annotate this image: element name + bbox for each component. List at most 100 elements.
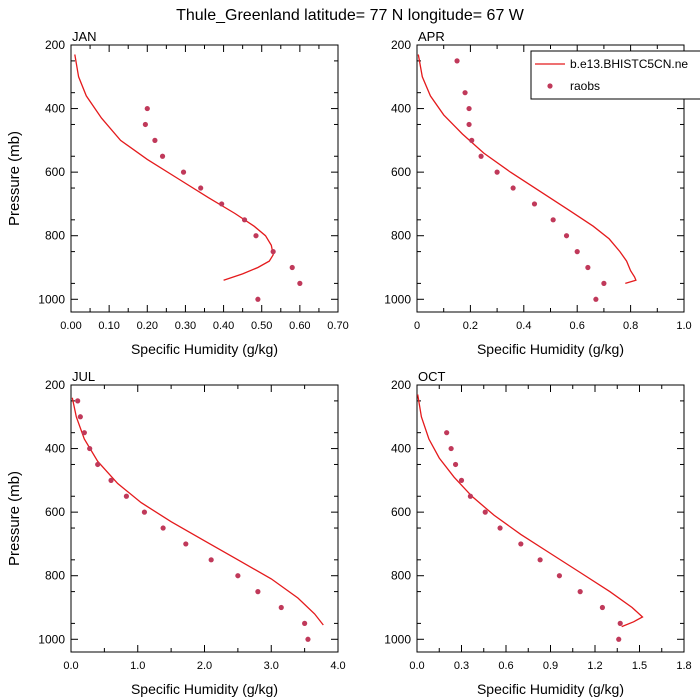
legend-obs-label: raobs <box>570 79 600 93</box>
y-tick-label: 600 <box>45 505 65 519</box>
plot-frame <box>416 384 685 653</box>
raobs-point <box>152 137 158 143</box>
raobs-point <box>270 249 276 255</box>
x-tick-label: 0.2 <box>463 320 478 332</box>
raobs-point <box>478 153 484 159</box>
raobs-point <box>616 636 622 642</box>
y-tick-label: 800 <box>391 569 411 583</box>
raobs-point <box>469 137 475 143</box>
x-tick-label: 1.5 <box>632 660 647 672</box>
raobs-point <box>466 105 472 112</box>
raobs-point <box>617 620 623 626</box>
raobs-point <box>81 430 87 436</box>
raobs-point <box>458 477 465 483</box>
raobs-point <box>482 509 488 515</box>
panel-title: JUL <box>72 369 95 384</box>
raobs-point <box>144 105 150 112</box>
raobs-point <box>241 217 248 223</box>
x-tick-label: 1.0 <box>676 320 691 332</box>
raobs-point <box>255 589 261 595</box>
legend-obs-swatch <box>547 83 553 89</box>
raobs-point <box>75 398 81 404</box>
y-tick-label: 600 <box>391 165 411 179</box>
raobs-point <box>123 493 130 499</box>
x-axis-label: Specific Humidity (g/kg) <box>131 681 278 697</box>
panel-title: OCT <box>418 369 446 384</box>
raobs-point <box>537 557 543 563</box>
x-tick-label: 0.6 <box>498 660 513 672</box>
y-tick-label: 200 <box>391 38 411 52</box>
x-tick-label: 0.20 <box>137 320 158 332</box>
raobs-point <box>444 430 450 436</box>
x-tick-label: 0.8 <box>623 320 638 332</box>
raobs-point <box>550 217 556 223</box>
raobs-point <box>297 280 303 286</box>
raobs-point <box>452 461 459 468</box>
x-tick-label: 0.50 <box>251 320 272 332</box>
chart-panel-jul: JUL 200 400 600 800 1000 0.0 1.0 2.0 3.0 4.0 Specif… <box>6 369 346 697</box>
x-tick-label: 0.00 <box>60 320 81 332</box>
raobs-point <box>302 620 308 626</box>
y-tick-label: 400 <box>45 442 65 456</box>
plot-frame <box>70 44 339 313</box>
raobs-point <box>305 636 311 642</box>
raobs-point <box>462 90 468 96</box>
x-tick-label: 0.3 <box>454 660 469 672</box>
y-tick-label: 400 <box>391 442 411 456</box>
x-tick-label: 0.40 <box>213 320 234 332</box>
raobs-point <box>159 153 166 159</box>
x-tick-label: 1.0 <box>130 660 145 672</box>
legend-model-label: b.e13.BHISTC5CN.ne <box>570 57 688 71</box>
x-tick-label: 0.4 <box>516 320 531 332</box>
panel-title: APR <box>418 29 445 44</box>
x-tick-label: 0 <box>414 320 420 332</box>
raobs-point <box>108 477 114 483</box>
raobs-point <box>255 296 261 302</box>
x-tick-label: 0.10 <box>98 320 119 332</box>
raobs-point <box>141 509 148 515</box>
raobs-point <box>577 589 583 595</box>
raobs-point <box>219 201 225 207</box>
chart-panel-jan: JAN 200 400 600 800 1000 0.00 0.10 0.20 0.30 0.40 0… <box>6 29 349 357</box>
raobs-point <box>142 121 148 128</box>
plot-frame <box>70 384 339 653</box>
raobs-point <box>448 445 454 452</box>
x-axis-label: Specific Humidity (g/kg) <box>477 681 624 697</box>
raobs-point <box>235 573 241 579</box>
chart-panel-oct: OCT 200 400 600 800 1000 0.0 0.3 0.6 0.9 1.2 1.5 1.8… <box>384 369 691 697</box>
raobs-point <box>253 233 259 239</box>
raobs-point <box>494 169 500 175</box>
y-tick-label: 1000 <box>384 292 411 306</box>
y-tick-label: 1000 <box>384 632 411 646</box>
model-profile-line <box>74 54 274 281</box>
raobs-point <box>563 233 570 239</box>
x-axis-label: Specific Humidity (g/kg) <box>477 341 624 357</box>
y-tick-label: 200 <box>391 378 411 392</box>
y-tick-label: 1000 <box>38 632 65 646</box>
raobs-point <box>593 296 599 302</box>
y-tick-label: 200 <box>45 38 65 52</box>
y-tick-label: 200 <box>45 378 65 392</box>
raobs-point <box>180 169 187 175</box>
model-profile-line <box>417 394 644 628</box>
x-tick-label: 1.2 <box>587 660 602 672</box>
raobs-point <box>601 280 607 286</box>
x-tick-label: 1.8 <box>676 660 691 672</box>
y-tick-label: 600 <box>391 505 411 519</box>
raobs-point <box>95 461 101 468</box>
raobs-point <box>467 493 473 499</box>
raobs-point <box>556 573 563 579</box>
x-axis-label: Specific Humidity (g/kg) <box>131 341 278 357</box>
raobs-point <box>497 525 503 531</box>
x-tick-label: 0.9 <box>543 660 558 672</box>
panel-title: JAN <box>72 29 97 44</box>
x-tick-label: 3.0 <box>264 660 279 672</box>
figure-title: Thule_Greenland latitude= 77 N longitude… <box>176 7 525 24</box>
legend: b.e13.BHISTC5CN.ne raobs <box>530 50 700 100</box>
raobs-point <box>585 264 591 271</box>
raobs-point <box>278 604 284 611</box>
y-tick-label: 800 <box>45 569 65 583</box>
x-tick-label: 0.30 <box>175 320 196 332</box>
legend-box <box>530 50 700 100</box>
